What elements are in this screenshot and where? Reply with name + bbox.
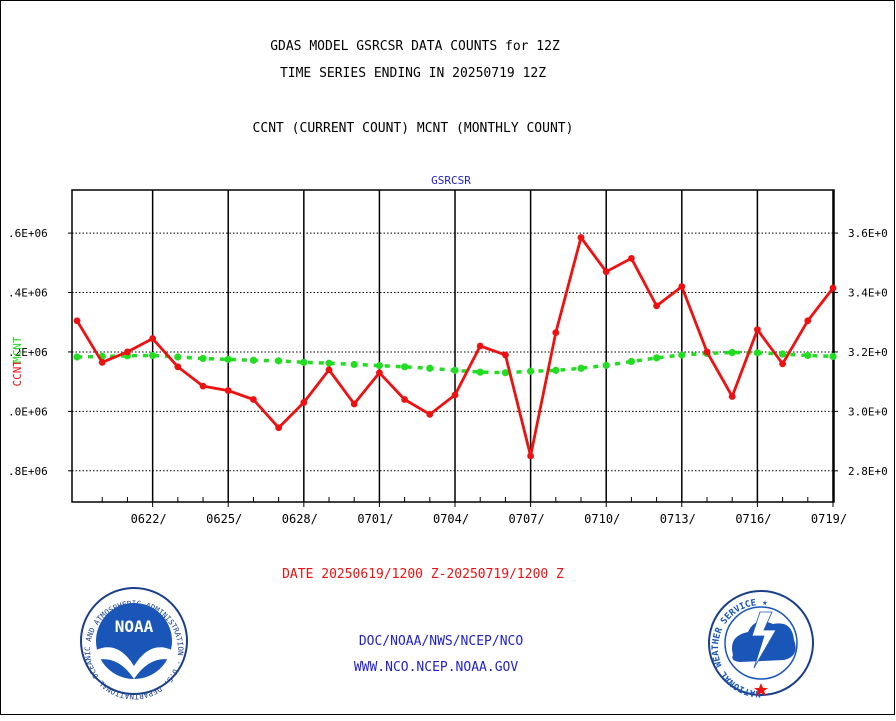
ccnt-point	[73, 317, 81, 325]
y-left-tick-label: .8E+06	[8, 465, 48, 478]
series-ccnt	[73, 234, 837, 460]
ccnt-point	[602, 268, 610, 276]
chart-title-line1: GDAS MODEL GSRCSR DATA COUNTS for 12Z	[270, 39, 560, 54]
mcnt-point	[375, 362, 384, 370]
y-right-tick-label: 3.2E+0	[848, 346, 888, 359]
x-tick-labels: 0622/0625/0628/0701/0704/0707/0710/0713/…	[131, 512, 847, 526]
ccnt-point	[124, 348, 131, 356]
ccnt-point	[476, 342, 484, 350]
y-left-tick-label: .2E+06	[8, 346, 48, 359]
mcnt-point	[678, 351, 686, 359]
chart-title-line2: TIME SERIES ENDING IN 20250719 12Z	[280, 66, 546, 81]
mcnt-point	[249, 356, 258, 364]
mcnt-point	[149, 351, 157, 360]
mcnt-point	[653, 354, 661, 362]
y-axis-label-mcnt: MCNT	[11, 336, 24, 363]
x-tick-label: 0625/	[206, 512, 242, 526]
chart-subtitle: CCNT (CURRENT COUNT) MCNT (MONTHLY COUNT…	[253, 121, 574, 136]
mcnt-point	[552, 366, 560, 374]
x-tick-label: 0716/	[735, 512, 771, 526]
ccnt-point	[325, 366, 333, 374]
plot-area: 0622/0625/0628/0701/0704/0707/0710/0713/…	[8, 189, 888, 526]
ccnt-point	[451, 391, 459, 399]
ccnt-point	[804, 317, 812, 325]
mcnt-point	[753, 349, 761, 357]
ccnt-point	[149, 335, 157, 342]
ccnt-point	[300, 399, 308, 406]
y-right-tick-label: 3.6E+0	[848, 227, 888, 240]
ccnt-point	[250, 396, 257, 403]
date-range-label: DATE 20250619/1200 Z-20250719/1200 Z	[282, 567, 564, 582]
mcnt-point	[426, 364, 434, 372]
ccnt-point	[703, 348, 711, 356]
mcnt-point	[199, 354, 207, 363]
mcnt-point	[829, 352, 837, 360]
y-axis-label-ccnt: CCNT	[11, 360, 24, 387]
ccnt-point	[728, 393, 736, 400]
y-right-tick-label: 2.8E+0	[848, 465, 888, 478]
noaa-logo-text: NOAA	[115, 617, 154, 636]
mcnt-point	[476, 368, 484, 376]
y-right-tick-label: 3.4E+0	[848, 287, 888, 300]
ccnt-point	[502, 351, 509, 359]
ccnt-point	[779, 360, 786, 368]
x-tick-label: 0701/	[357, 512, 393, 526]
panel-label: GSRCSR	[431, 174, 471, 187]
x-tick-label: 0710/	[584, 512, 620, 526]
mcnt-point	[804, 351, 812, 360]
mcnt-point	[778, 350, 787, 358]
nws-logo: NATIONAL WEATHER SERVICE ★	[708, 590, 814, 698]
mcnt-point	[300, 358, 308, 366]
mcnt-point	[73, 353, 81, 361]
mcnt-point	[350, 360, 358, 369]
x-tick-label: 0719/	[811, 512, 847, 526]
mcnt-point	[224, 355, 232, 363]
ccnt-point	[678, 283, 686, 290]
y-left-tick-label: .4E+06	[8, 287, 48, 300]
y-left-tick-labels: .6E+06 .4E+06 .2E+06 .0E+06 .8E+06	[8, 227, 48, 478]
x-tick-label: 0628/	[282, 512, 318, 526]
mcnt-point	[501, 369, 510, 377]
ccnt-point	[829, 284, 837, 292]
y-left-tick-label: .6E+06	[8, 227, 48, 240]
y-left-tick-label: .0E+06	[8, 405, 48, 418]
ccnt-point	[401, 396, 409, 403]
ccnt-point	[527, 452, 535, 460]
y-right-tick-labels: 3.6E+0 3.4E+0 3.2E+0 3.0E+0 2.8E+0	[848, 227, 888, 478]
ccnt-point	[552, 329, 560, 337]
ccnt-point	[199, 382, 207, 390]
ccnt-point	[426, 410, 434, 418]
mcnt-point	[527, 367, 535, 375]
ccnt-point	[653, 302, 661, 310]
mcnt-point	[275, 357, 283, 365]
mcnt-point	[174, 353, 182, 361]
ccnt-point	[577, 234, 585, 241]
mcnt-point	[577, 364, 585, 372]
mcnt-point	[627, 357, 636, 366]
mcnt-point	[728, 348, 736, 357]
mcnt-point	[401, 363, 409, 371]
ccnt-point	[275, 424, 283, 432]
ccnt-point	[98, 358, 106, 366]
org-text: DOC/NOAA/NWS/NCEP/NCO	[359, 634, 524, 649]
mcnt-point	[602, 361, 610, 369]
mcnt-point	[451, 366, 459, 374]
x-tick-label: 0713/	[660, 512, 696, 526]
website-link[interactable]: WWW.NCO.NCEP.NOAA.GOV	[354, 660, 519, 675]
ccnt-point	[628, 254, 635, 262]
x-tick-label: 0707/	[509, 512, 545, 526]
ccnt-point	[376, 369, 383, 377]
y-right-tick-label: 3.0E+0	[848, 405, 888, 418]
plot-frame	[71, 189, 835, 503]
x-tick-label: 0704/	[433, 512, 469, 526]
ccnt-point	[350, 400, 358, 408]
x-tick-label: 0622/	[131, 512, 167, 526]
mcnt-point	[325, 359, 333, 367]
ccnt-point	[174, 363, 182, 371]
ccnt-point	[224, 387, 232, 394]
ccnt-point	[753, 326, 761, 334]
